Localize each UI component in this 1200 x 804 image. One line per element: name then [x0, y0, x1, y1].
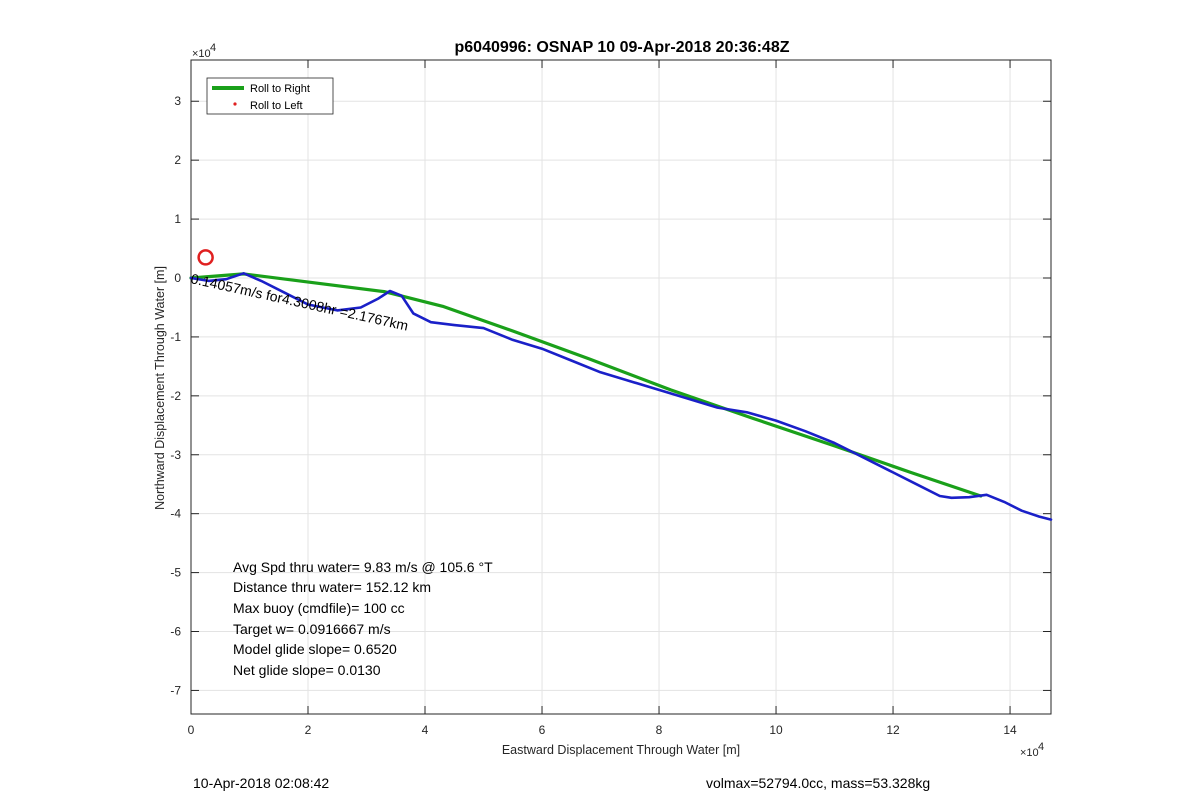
footer-timestamp: 10-Apr-2018 02:08:42	[193, 775, 329, 791]
y-axis-exponent: ×10 4	[192, 42, 216, 60]
stat-target-w: Target w= 0.0916667 m/s	[233, 621, 391, 637]
stat-model-glide-slope: Model glide slope= 0.6520	[233, 641, 397, 657]
y-tick-label: 2	[174, 153, 181, 167]
y-exponent-base: ×10	[192, 48, 211, 60]
legend-roll-right-label: Roll to Right	[250, 83, 310, 95]
y-tick-label: -2	[170, 389, 181, 403]
y-axis-label: Northward Displacement Through Water [m]	[153, 266, 167, 510]
x-tick-label: 8	[656, 723, 663, 737]
footer-volmax-mass: volmax=52794.0cc, mass=53.328kg	[706, 775, 930, 791]
legend: Roll to Right Roll to Left	[206, 77, 334, 115]
series-layer	[189, 249, 1053, 521]
y-tick-label: -4	[170, 507, 181, 521]
legend-box	[206, 77, 334, 115]
stat-distance: Distance thru water= 152.12 km	[233, 579, 431, 595]
x-axis-label: Eastward Displacement Through Water [m]	[502, 743, 740, 757]
chart-title: p6040996: OSNAP 10 09-Apr-2018 20:36:48Z	[455, 39, 790, 56]
y-tick-label: -6	[170, 625, 181, 639]
x-exponent-power: 4	[1038, 741, 1044, 753]
y-tick-label: -3	[170, 448, 181, 462]
stats-block: Avg Spd thru water= 9.83 m/s @ 105.6 °T …	[233, 559, 493, 678]
series-track-line	[189, 271, 1053, 521]
legend-roll-left-label: Roll to Left	[250, 100, 303, 112]
x-tick-label: 14	[1003, 723, 1017, 737]
y-exponent-power: 4	[210, 42, 216, 54]
plot-frame	[190, 59, 1052, 715]
y-tick-label: -1	[170, 330, 181, 344]
stat-net-glide-slope: Net glide slope= 0.0130	[233, 662, 381, 678]
y-tick-label: 3	[174, 94, 181, 108]
y-tick-label: -5	[170, 566, 181, 580]
stat-avg-speed: Avg Spd thru water= 9.83 m/s @ 105.6 °T	[233, 559, 493, 575]
x-tick-label: 4	[422, 723, 429, 737]
axis-ticks	[190, 60, 1051, 714]
x-tick-label: 2	[305, 723, 312, 737]
y-tick-label: -7	[170, 683, 181, 697]
x-tick-label: 10	[769, 723, 783, 737]
x-exponent-base: ×10	[1020, 747, 1039, 759]
stat-max-buoy: Max buoy (cmdfile)= 100 cc	[233, 600, 405, 616]
y-tick-label: 0	[174, 271, 181, 285]
x-tick-label: 12	[886, 723, 900, 737]
start-position-marker	[197, 249, 214, 266]
x-tick-label: 6	[539, 723, 546, 737]
grid-lines	[190, 60, 1051, 714]
x-tick-label: 0	[188, 723, 195, 737]
legend-roll-left-swatch	[233, 102, 237, 106]
y-tick-label: 1	[174, 212, 181, 226]
x-axis-exponent: ×10 4	[1020, 741, 1044, 759]
